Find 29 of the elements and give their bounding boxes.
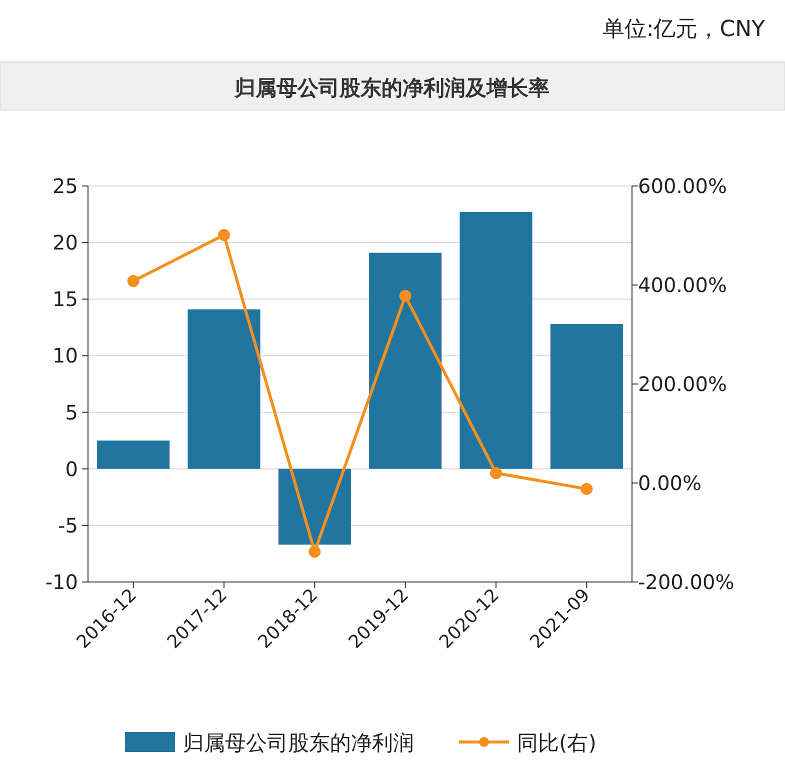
y-tick-label: 15 [52,287,78,312]
legend-label: 同比(右) [517,731,596,755]
bar [369,252,442,469]
bar [550,324,623,469]
point [218,229,230,242]
y-tick-label: -10 [45,570,78,594]
y-tick-label: 25 [52,174,78,198]
legend-label: 归属母公司股东的净利润 [183,731,414,755]
y-tick-label: 0 [65,456,78,481]
point [580,482,593,495]
bar [188,309,260,469]
y-tick-label: 5 [65,400,78,424]
y2-tick-label: 600.00% [638,174,727,198]
y-tick-label: 20 [52,230,78,255]
point [308,546,321,558]
bar [460,212,532,469]
point [127,275,140,288]
y2-tick-label: 0.00% [638,471,702,495]
point [399,290,412,302]
y-tick-label: -5 [58,513,78,538]
bar [278,468,351,545]
y2-tick-label: -200.00% [638,570,734,594]
y-tick-label: 10 [52,344,78,368]
point [490,467,502,480]
y2-tick-label: 400.00% [638,273,727,297]
chart-title: 归属母公司股东的净利润及增长率 [234,76,550,100]
text: 单位:亿元，CNY [602,17,766,42]
y2-tick-label: 200.00% [638,372,727,396]
bar [97,440,170,469]
